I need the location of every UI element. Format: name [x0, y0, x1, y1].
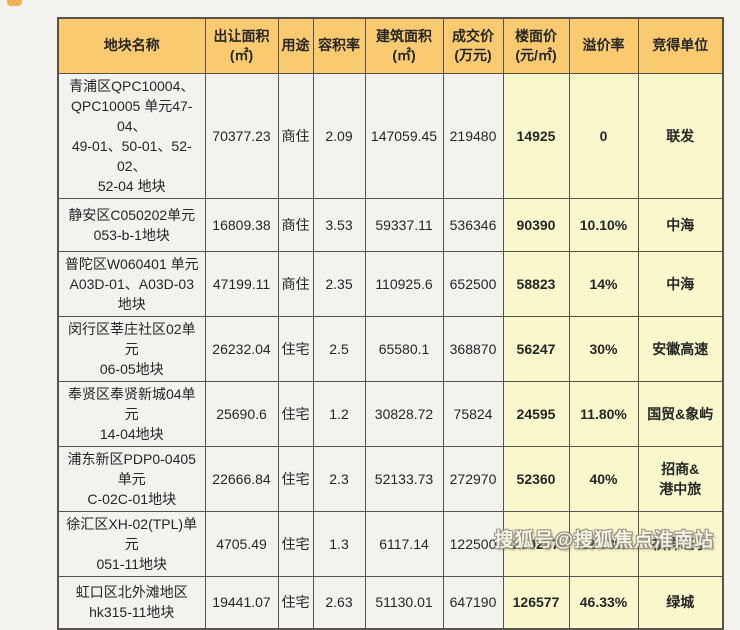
winner-cell: 联发: [637, 72, 724, 199]
plot-name-cell: 浦东新区PDP0-0405单元 C-02C-01地块: [57, 445, 206, 512]
building-area-cell: 6117.14: [364, 510, 444, 577]
table-row: 虹口区北外滩地区 hk315-11地块 19441.07 住宅 2.63 511…: [57, 575, 724, 630]
floor-price-cell: 126577: [502, 575, 570, 630]
usage-cell: 住宅: [277, 510, 314, 577]
plot-name-cell: 普陀区W060401 单元 A03D-01、A03D-03 地块: [57, 250, 206, 317]
deal-price-cell: 536346: [442, 197, 504, 252]
deal-price-cell: 368870: [442, 315, 504, 382]
col-header-plot-name: 地块名称: [57, 17, 206, 74]
transfer-area-cell: 22666.84: [204, 445, 279, 512]
premium-rate-cell: 0: [568, 72, 639, 199]
land-transaction-table: 地块名称 出让面积 (㎡) 用途 容积率 建筑面积 (㎡) 成交价 (万元) 楼…: [57, 17, 724, 630]
usage-cell: 商住: [277, 72, 314, 199]
floor-price-cell: 52360: [502, 445, 570, 512]
winner-cell: 中海: [637, 250, 724, 317]
usage-cell: 商住: [277, 197, 314, 252]
header-row: 地块名称 出让面积 (㎡) 用途 容积率 建筑面积 (㎡) 成交价 (万元) 楼…: [57, 17, 724, 74]
floor-price-cell: 90390: [502, 197, 570, 252]
premium-rate-cell: 40%: [568, 445, 639, 512]
usage-cell: 住宅: [277, 380, 314, 447]
col-header-premium-rate: 溢价率: [568, 17, 639, 74]
corner-artifact: [7, 0, 22, 6]
table-row: 闵行区莘庄社区02单元 06-05地块 26232.04 住宅 2.5 6558…: [57, 315, 724, 382]
table-row: 青浦区QPC10004、 QPC10005 单元47-04、 49-01、50-…: [57, 72, 724, 199]
deal-price-cell: 219480: [442, 72, 504, 199]
floor-price-cell: 24595: [502, 380, 570, 447]
winner-cell: 国贸&象屿: [637, 380, 724, 447]
premium-rate-cell: 30%: [568, 315, 639, 382]
plot-ratio-cell: 1.2: [312, 380, 366, 447]
screenshot-stage: 地块名称 出让面积 (㎡) 用途 容积率 建筑面积 (㎡) 成交价 (万元) 楼…: [7, 0, 724, 630]
plot-ratio-cell: 2.35: [312, 250, 366, 317]
table-row: 静安区C050202单元 053-b-1地块 16809.38 商住 3.53 …: [57, 197, 724, 252]
deal-price-cell: 272970: [442, 445, 504, 512]
deal-price-cell: 652500: [442, 250, 504, 317]
plot-ratio-cell: 2.3: [312, 445, 366, 512]
winner-cell: 绿城: [637, 575, 724, 630]
building-area-cell: 65580.1: [364, 315, 444, 382]
building-area-cell: 51130.01: [364, 575, 444, 630]
premium-rate-cell: 10.10%: [568, 197, 639, 252]
premium-rate-cell: 11.80%: [568, 380, 639, 447]
usage-cell: 住宅: [277, 445, 314, 512]
building-area-cell: 59337.11: [364, 197, 444, 252]
transfer-area-cell: 70377.23: [204, 72, 279, 199]
plot-name-cell: 虹口区北外滩地区 hk315-11地块: [57, 575, 206, 630]
col-header-transfer-area: 出让面积 (㎡): [204, 17, 279, 74]
floor-price-cell: 14925: [502, 72, 570, 199]
winner-cell: 安徽高速: [637, 315, 724, 382]
building-area-cell: 147059.45: [364, 72, 444, 199]
plot-name-cell: 闵行区莘庄社区02单元 06-05地块: [57, 315, 206, 382]
sohu-watermark: 搜狐号@搜狐焦点淮南站: [494, 530, 714, 551]
winner-cell: 中海: [637, 197, 724, 252]
col-header-usage: 用途: [277, 17, 314, 74]
transfer-area-cell: 25690.6: [204, 380, 279, 447]
table-row: 普陀区W060401 单元 A03D-01、A03D-03 地块 47199.1…: [57, 250, 724, 317]
floor-price-cell: 56247: [502, 315, 570, 382]
deal-price-cell: 647190: [442, 575, 504, 630]
usage-cell: 住宅: [277, 575, 314, 630]
col-header-plot-ratio: 容积率: [312, 17, 366, 74]
transfer-area-cell: 16809.38: [204, 197, 279, 252]
transfer-area-cell: 19441.07: [204, 575, 279, 630]
deal-price-cell: 75824: [442, 380, 504, 447]
transfer-area-cell: 4705.49: [204, 510, 279, 577]
col-header-winner: 竞得单位: [637, 17, 724, 74]
plot-name-cell: 徐汇区XH-02(TPL)单元 051-11地块: [57, 510, 206, 577]
plot-ratio-cell: 2.5: [312, 315, 366, 382]
building-area-cell: 30828.72: [364, 380, 444, 447]
col-header-deal-price: 成交价 (万元): [442, 17, 504, 74]
transfer-area-cell: 26232.04: [204, 315, 279, 382]
table-row: 奉贤区奉贤新城04单元 14-04地块 25690.6 住宅 1.2 30828…: [57, 380, 724, 447]
plot-name-cell: 奉贤区奉贤新城04单元 14-04地块: [57, 380, 206, 447]
premium-rate-cell: 14%: [568, 250, 639, 317]
table-header: 地块名称 出让面积 (㎡) 用途 容积率 建筑面积 (㎡) 成交价 (万元) 楼…: [57, 17, 724, 74]
table-row: 浦东新区PDP0-0405单元 C-02C-01地块 22666.84 住宅 2…: [57, 445, 724, 512]
building-area-cell: 52133.73: [364, 445, 444, 512]
usage-cell: 住宅: [277, 315, 314, 382]
building-area-cell: 110925.6: [364, 250, 444, 317]
transfer-area-cell: 47199.11: [204, 250, 279, 317]
table-body: 青浦区QPC10004、 QPC10005 单元47-04、 49-01、50-…: [57, 72, 724, 630]
col-header-floor-price: 楼面价 (元/㎡): [502, 17, 570, 74]
premium-rate-cell: 46.33%: [568, 575, 639, 630]
plot-name-cell: 静安区C050202单元 053-b-1地块: [57, 197, 206, 252]
usage-cell: 商住: [277, 250, 314, 317]
plot-ratio-cell: 2.63: [312, 575, 366, 630]
plot-ratio-cell: 1.3: [312, 510, 366, 577]
winner-cell: 招商& 港中旅: [637, 445, 724, 512]
col-header-building-area: 建筑面积 (㎡): [364, 17, 444, 74]
plot-name-cell: 青浦区QPC10004、 QPC10005 单元47-04、 49-01、50-…: [57, 72, 206, 199]
plot-ratio-cell: 2.09: [312, 72, 366, 199]
plot-ratio-cell: 3.53: [312, 197, 366, 252]
floor-price-cell: 58823: [502, 250, 570, 317]
